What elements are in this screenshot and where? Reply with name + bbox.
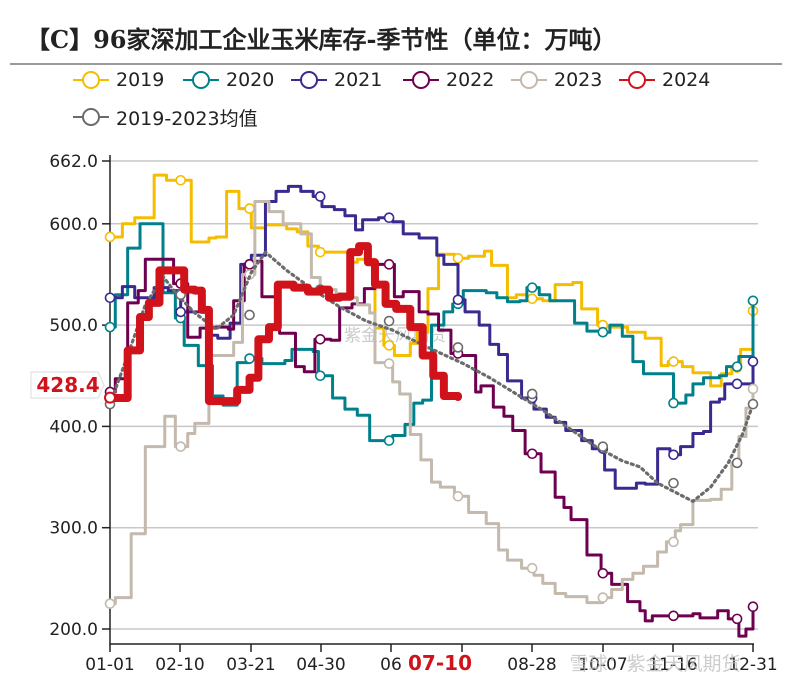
line-marker-icon <box>291 71 327 89</box>
series-line-2019-2023均值 <box>108 250 755 503</box>
legend-label: 2023 <box>554 69 603 91</box>
data-marker <box>452 294 464 306</box>
data-marker <box>747 356 759 367</box>
data-marker <box>314 370 326 382</box>
line-marker-icon <box>73 108 109 126</box>
line-marker-icon <box>73 71 109 89</box>
data-marker <box>597 326 609 338</box>
data-marker <box>668 356 679 367</box>
data-marker <box>175 306 186 318</box>
data-marker <box>526 388 538 400</box>
chart-title: 【C】96家深加工企业玉米库存-季节性（单位：万吨） <box>26 25 617 54</box>
data-marker <box>597 592 609 603</box>
legend-label: 2019-2023均值 <box>116 107 258 130</box>
legend-item-2023[interactable]: 2023 <box>510 68 602 92</box>
x-tick-label: 02-10 <box>155 655 204 675</box>
data-marker <box>104 598 116 609</box>
data-marker <box>383 340 395 351</box>
data-marker <box>597 567 609 579</box>
data-marker <box>452 490 464 502</box>
x-tick-label: 12-31 <box>728 655 777 675</box>
x-tick-label: 11-16 <box>648 655 697 675</box>
line-marker-icon <box>511 71 547 89</box>
data-marker <box>244 309 255 321</box>
data-marker <box>731 361 743 372</box>
legend-item-average[interactable]: 2019-2023均值 <box>72 105 258 130</box>
data-marker <box>731 457 743 469</box>
data-marker <box>526 282 538 293</box>
y-tick-label: 500.0 <box>49 316 98 336</box>
data-marker <box>452 252 464 264</box>
x-tick-label: 08-28 <box>507 655 556 675</box>
legend-label: 2022 <box>446 69 495 91</box>
data-marker <box>526 448 538 460</box>
data-marker <box>383 358 395 369</box>
data-marker <box>747 601 759 613</box>
data-marker <box>383 435 395 446</box>
legend-label: 2020 <box>226 69 275 91</box>
line-marker-icon <box>403 71 439 89</box>
x-tick-label: 04-30 <box>296 655 345 675</box>
data-marker <box>244 353 255 364</box>
data-marker <box>526 562 538 574</box>
y-tick-label: 300.0 <box>49 519 98 539</box>
legend-label: 2024 <box>662 69 711 91</box>
data-marker <box>314 333 326 345</box>
x-tick-label: 06 <box>380 655 402 675</box>
data-marker <box>668 397 679 409</box>
series-line-2019 <box>108 173 755 388</box>
data-marker <box>452 342 464 353</box>
data-marker <box>668 449 679 461</box>
legend-item-2024[interactable]: 2024 <box>618 68 710 92</box>
x-tick-label: 10-07 <box>578 655 627 675</box>
data-marker <box>244 259 255 270</box>
data-marker <box>668 536 679 548</box>
legend-item-2021[interactable]: 2021 <box>290 68 382 92</box>
series-line-2021 <box>108 184 755 490</box>
series-line-2022 <box>108 257 755 638</box>
data-marker <box>668 610 679 622</box>
data-marker <box>747 295 759 307</box>
data-marker <box>104 391 116 404</box>
data-marker <box>104 292 116 304</box>
data-marker <box>731 613 743 625</box>
y-tick-label: 600.0 <box>49 215 98 235</box>
series-line-2023 <box>108 200 755 606</box>
data-marker <box>383 315 395 327</box>
y-tick-label: 200.0 <box>49 620 98 640</box>
data-marker <box>383 212 395 224</box>
x-tick-label: 03-21 <box>226 655 275 675</box>
data-marker <box>526 293 538 305</box>
data-marker <box>383 259 395 270</box>
legend-item-2022[interactable]: 2022 <box>402 68 494 92</box>
x-tick-label-highlight: 07-10 <box>408 651 472 675</box>
legend-item-2020[interactable]: 2020 <box>182 68 274 92</box>
line-marker-icon <box>619 71 655 89</box>
legend-label: 2021 <box>334 69 383 91</box>
highlight-value-label: 428.4 <box>36 373 99 397</box>
watermark-bottom: 雪球：紫金天风期货 <box>569 653 740 675</box>
data-marker <box>175 441 186 452</box>
x-tick-label: 01-01 <box>85 655 134 675</box>
data-marker <box>104 321 116 333</box>
data-marker <box>747 398 759 410</box>
data-marker <box>747 383 759 395</box>
data-marker <box>314 246 326 258</box>
data-marker <box>175 174 186 186</box>
legend-label: 2019 <box>116 69 165 91</box>
data-marker <box>668 477 679 489</box>
series-line-2024 <box>106 242 462 406</box>
data-marker <box>314 191 326 202</box>
y-tick-label: 662.0 <box>49 152 98 172</box>
y-tick-label: 400.0 <box>49 417 98 437</box>
title-divider <box>10 63 782 65</box>
data-marker <box>597 441 609 452</box>
data-marker <box>244 203 255 214</box>
line-marker-icon <box>183 71 219 89</box>
data-marker <box>731 378 743 390</box>
data-marker <box>104 231 116 243</box>
legend-item-2019[interactable]: 2019 <box>72 68 164 92</box>
highlight-value-callout: 428.4 <box>30 371 105 399</box>
